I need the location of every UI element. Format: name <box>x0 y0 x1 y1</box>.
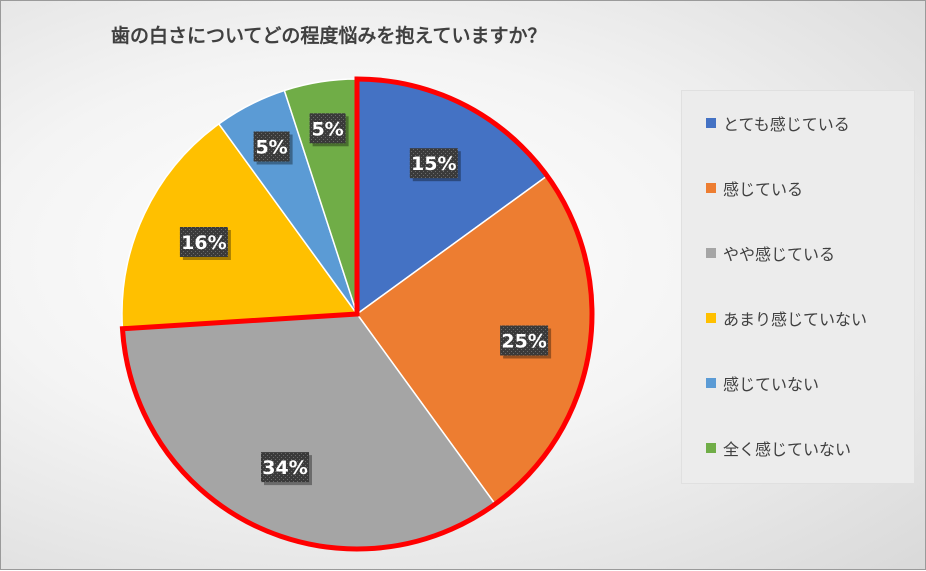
data-label-1: 15% <box>409 148 461 182</box>
legend-swatch <box>706 118 716 128</box>
data-label-text: 15% <box>411 153 456 175</box>
data-label-4: 16% <box>179 227 231 260</box>
legend-item-1: とても感じている <box>706 111 850 135</box>
legend-label: 感じている <box>723 180 804 199</box>
data-label-text: 5% <box>311 118 343 140</box>
legend-swatch <box>706 248 716 258</box>
legend-item-4: あまり感じていない <box>706 306 867 330</box>
legend-swatch <box>706 183 716 193</box>
legend-item-2: 感じている <box>706 176 803 200</box>
legend-label: とても感じている <box>723 115 850 134</box>
data-label-3: 34% <box>261 452 312 486</box>
legend-label: 全く感じていない <box>723 440 852 459</box>
legend-item-3: やや感じている <box>706 241 835 265</box>
data-label-5: 5% <box>253 131 293 165</box>
legend-item-6: 全く感じていない <box>706 436 851 460</box>
legend-label: 感じていない <box>723 375 820 394</box>
legend: とても感じている 感じているやや感じているあまり感じていない 感じていない全く感じて… <box>681 90 915 484</box>
legend-label: やや感じている <box>723 245 836 264</box>
chart-title: 歯の白さについてどの程度悩みを抱えていますか？ <box>111 25 547 47</box>
data-label-6: 5% <box>309 113 349 147</box>
legend-swatch <box>706 443 716 453</box>
data-label-text: 25% <box>501 331 546 353</box>
data-label-text: 5% <box>255 137 287 159</box>
highlight-outline <box>119 76 595 552</box>
data-label-2: 25% <box>500 325 552 359</box>
legend-swatch <box>706 313 716 323</box>
legend-label: あまり感じていない <box>723 310 868 329</box>
data-label-text: 34% <box>262 457 307 479</box>
pie-slice-4 <box>121 122 359 330</box>
legend-item-5: 感じていない <box>706 371 819 395</box>
data-label-text: 16% <box>181 232 226 254</box>
legend-swatch <box>706 378 716 388</box>
